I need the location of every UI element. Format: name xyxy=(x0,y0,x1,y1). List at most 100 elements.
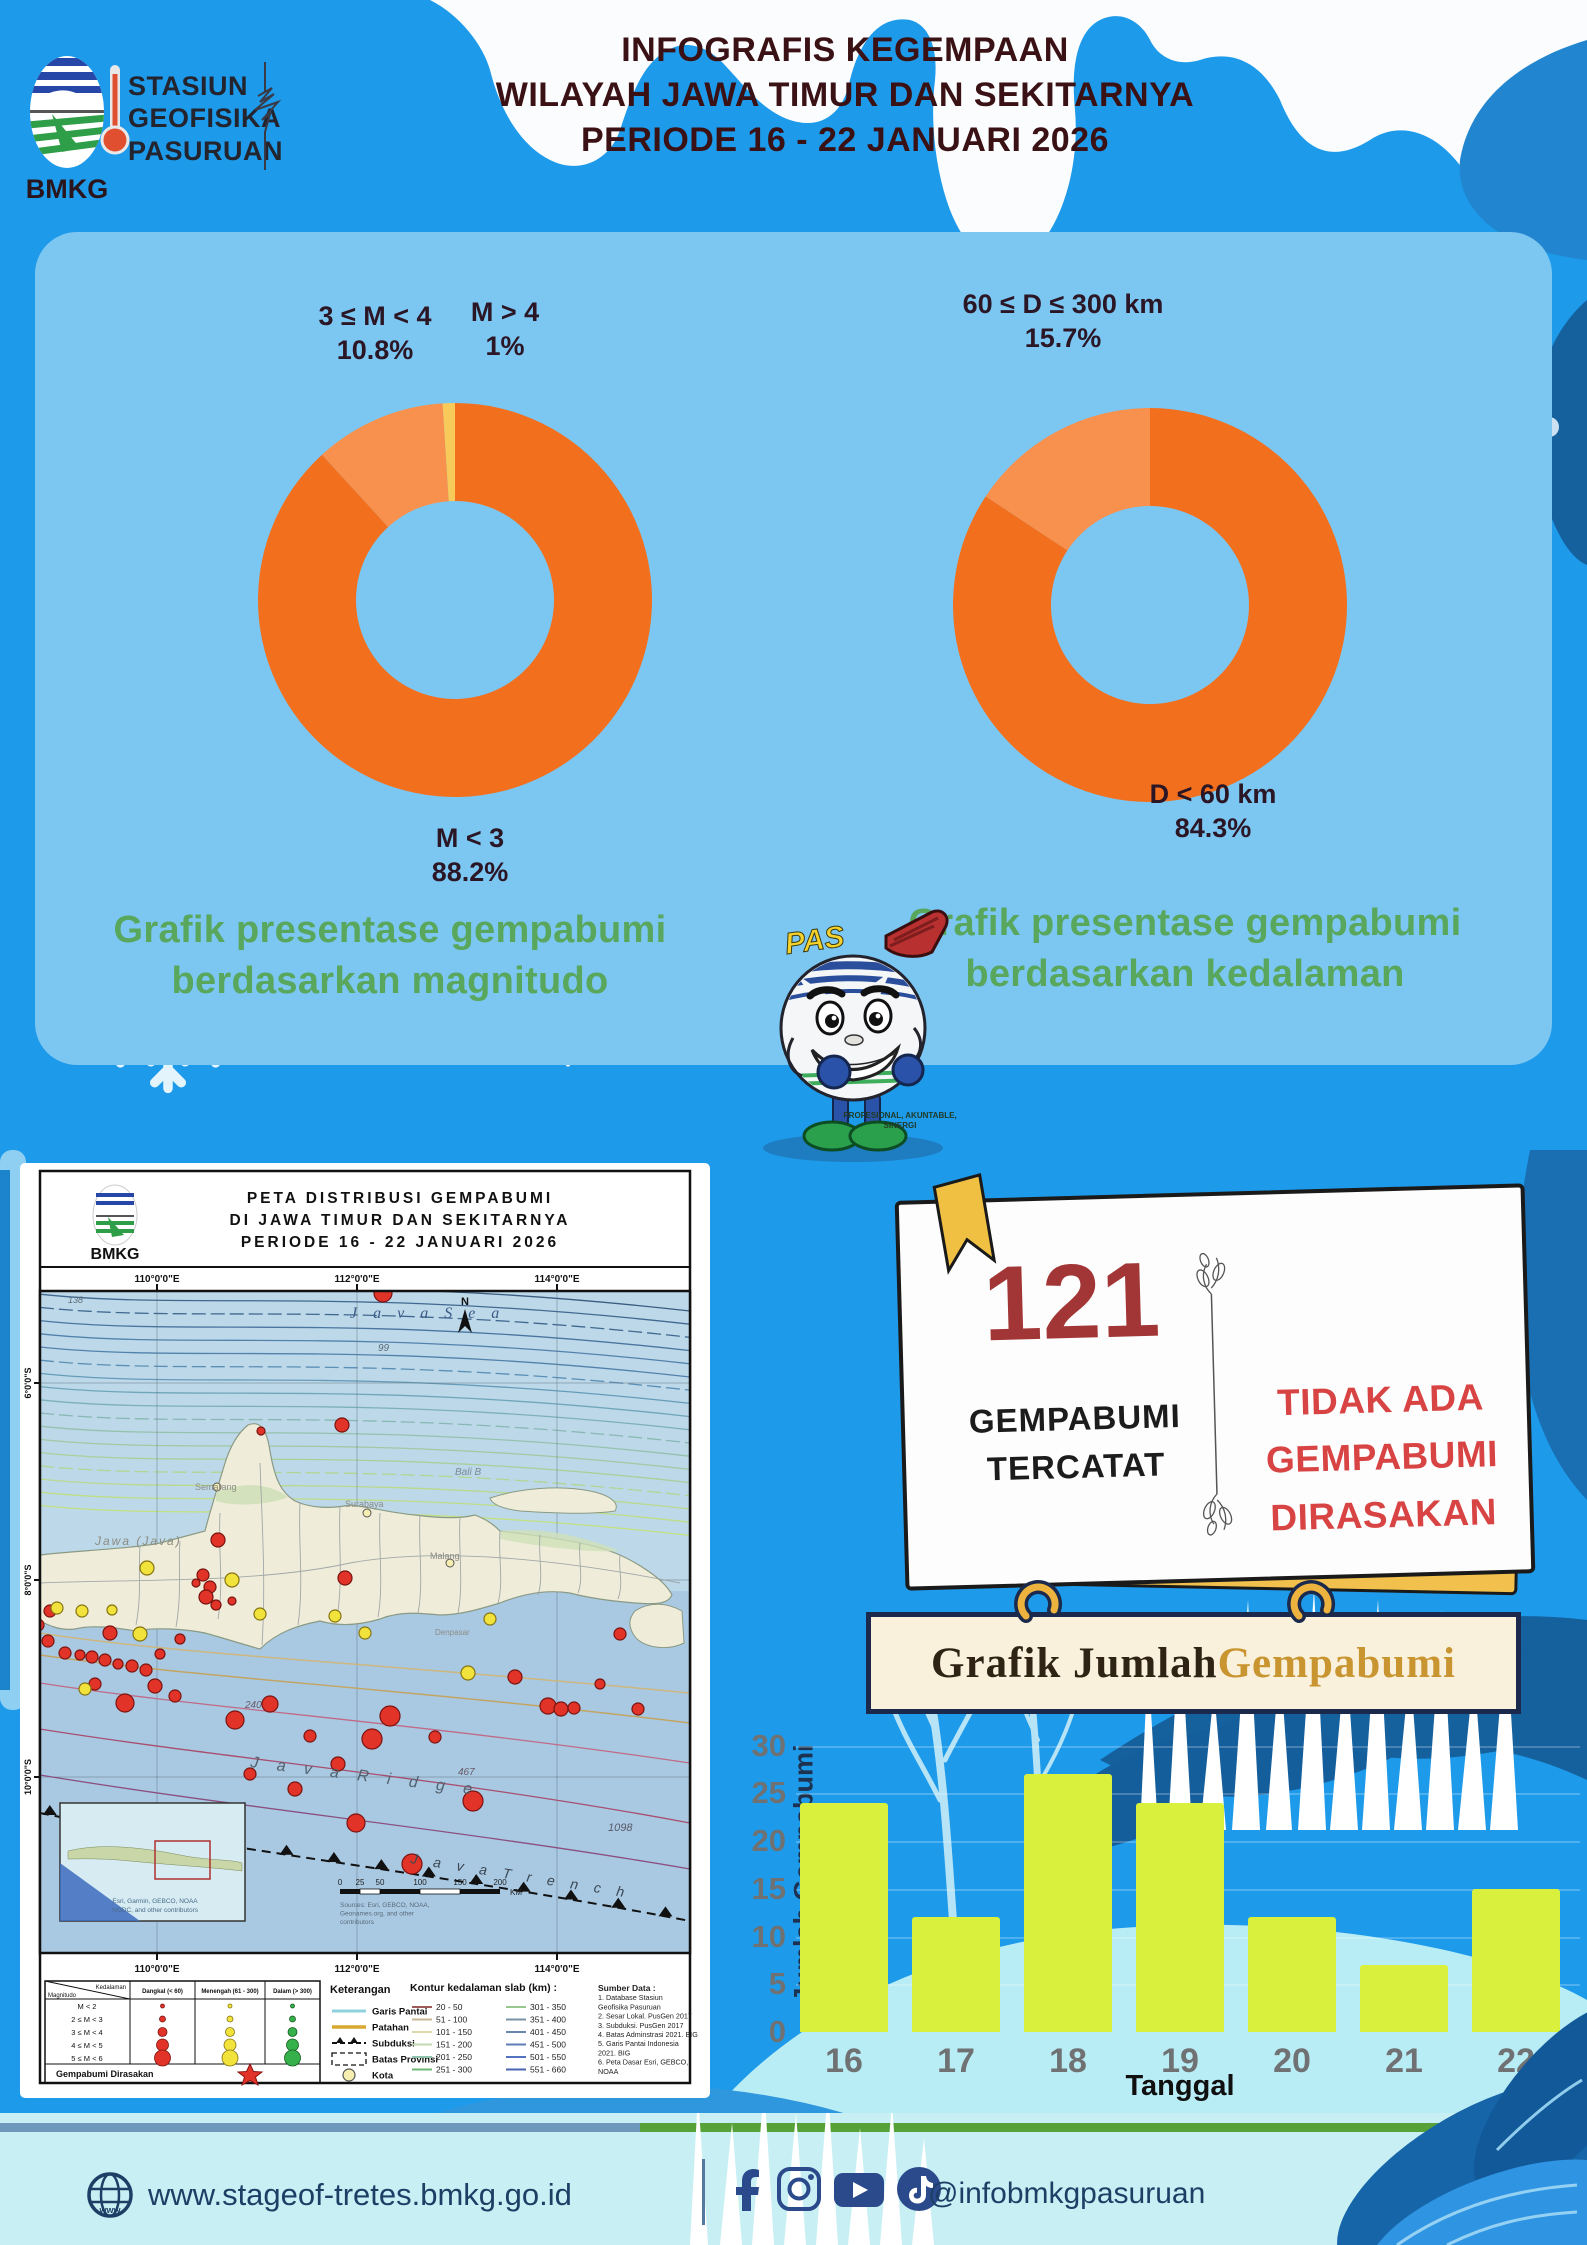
svg-text:Magnitudo: Magnitudo xyxy=(48,1993,77,1999)
city-label: Surabaya xyxy=(345,1499,384,1509)
quake-dot-red xyxy=(125,1659,139,1673)
svg-text:contributors: contributors xyxy=(340,1919,375,1926)
svg-text:KM: KM xyxy=(510,1888,522,1897)
seismogram-icon xyxy=(254,62,282,170)
svg-text:2021. BIG: 2021. BIG xyxy=(598,2048,631,2057)
magnitude-minor-label: M > 4 1% xyxy=(470,297,540,361)
y-tick-label: 10 xyxy=(751,1918,786,1954)
svg-text:551 - 660: 551 - 660 xyxy=(530,2065,566,2075)
lon-label: 114°0'0"E xyxy=(534,1274,579,1285)
basin-label: Bali B xyxy=(455,1467,481,1478)
grass-decor xyxy=(1140,1590,1518,1830)
x-tick-label: 18 xyxy=(1049,2042,1087,2080)
lon-label: 114°0'0"E xyxy=(534,1964,579,1975)
bar-22 xyxy=(1472,1888,1560,2032)
quake-dot-red xyxy=(401,1853,423,1875)
bar-16 xyxy=(800,1802,888,2032)
svg-text:Garis Pantai: Garis Pantai xyxy=(372,2007,427,2018)
banner-hook-right xyxy=(1287,1580,1336,1623)
mascot-motto-2: SINERGI xyxy=(884,1121,917,1130)
y-tick-label: 15 xyxy=(751,1870,786,1906)
quake-dot-red xyxy=(210,1532,226,1548)
leaf-decor xyxy=(1337,2002,1587,2245)
quake-dot-red xyxy=(507,1669,523,1685)
lon-label: 112°0'0"E xyxy=(334,1274,379,1285)
bar-18 xyxy=(1024,1774,1112,2032)
mascot-hat-text: PAS xyxy=(783,920,846,961)
svg-text:351 - 400: 351 - 400 xyxy=(530,2015,566,2025)
svg-text:401 - 450: 401 - 450 xyxy=(530,2027,566,2037)
x-tick-label: 20 xyxy=(1273,2042,1311,2080)
contour-label: 467 xyxy=(458,1767,475,1778)
lon-label: 110°0'0"E xyxy=(134,1964,179,1975)
quake-dot-red xyxy=(98,1653,112,1667)
quake-dot-red xyxy=(191,1578,201,1588)
quake-dot-red xyxy=(287,1781,303,1797)
quake-dot-red xyxy=(168,1689,182,1703)
donut-slice xyxy=(257,403,652,797)
svg-text:Geonames.org, and other: Geonames.org, and other xyxy=(340,1911,415,1918)
map-title-1: PETA DISTRIBUSI GEMPABUMI xyxy=(247,1190,553,1207)
svg-text:Geofisika Pasuruan: Geofisika Pasuruan xyxy=(598,2002,661,2011)
lat-label: 8°0'0"S xyxy=(23,1564,33,1595)
social-handle[interactable]: @infobmkgpasuruan xyxy=(928,2177,1206,2210)
quake-dot-yellow xyxy=(75,1604,89,1618)
banner-text-gold: Gempabumi xyxy=(1217,1639,1456,1687)
svg-text:Esri, Garmin, GEBCO, NOAA: Esri, Garmin, GEBCO, NOAA xyxy=(112,1898,198,1905)
quake-dot-red xyxy=(334,1417,350,1433)
svg-text:201 - 250: 201 - 250 xyxy=(436,2052,472,2062)
quake-dot-red xyxy=(243,1767,257,1781)
bar-20 xyxy=(1248,1917,1336,2032)
bar-21 xyxy=(1360,1965,1448,2032)
quake-dot-yellow xyxy=(460,1665,476,1681)
north-arrow: N xyxy=(461,1296,469,1308)
tiktok-icon[interactable] xyxy=(895,2165,943,2213)
quake-dot-yellow xyxy=(253,1607,267,1621)
quake-dot-yellow xyxy=(78,1682,92,1696)
bar-17 xyxy=(912,1917,1000,2032)
quake-count-caption-2: TERCATAT xyxy=(986,1445,1166,1488)
svg-text:Patahan: Patahan xyxy=(372,2023,409,2034)
svg-text:51 - 100: 51 - 100 xyxy=(436,2015,467,2025)
leaf-divider xyxy=(1196,1252,1233,1536)
svg-text:150: 150 xyxy=(453,1878,467,1887)
svg-text:251 - 300: 251 - 300 xyxy=(436,2065,472,2075)
x-tick-label: 16 xyxy=(825,2042,863,2080)
svg-text:4. Batas Adminstrasi 2021. BIG: 4. Batas Adminstrasi 2021. BIG xyxy=(598,2030,698,2039)
y-tick-label: 20 xyxy=(751,1823,786,1858)
website-link[interactable]: www.stageof-tretes.bmkg.go.id xyxy=(148,2177,572,2212)
map-legend: Keterangan Kontur kedalaman slab (km) : … xyxy=(44,1980,698,2087)
quake-dot-red xyxy=(337,1570,353,1586)
magnitude-major-label: M < 3 88.2% xyxy=(431,823,509,887)
contour-label: 138 xyxy=(68,1295,83,1305)
gridline xyxy=(796,1793,1580,1796)
quake-dot-red xyxy=(147,1678,163,1694)
quake-dot-red xyxy=(428,1730,442,1744)
svg-text:50: 50 xyxy=(376,1878,385,1887)
summary-card: 121 GEMPABUMI TERCATAT TIDAK ADA GEMPABU… xyxy=(894,1183,1536,1591)
depth-major-label: D < 60 km 84.3% xyxy=(1149,779,1277,843)
facebook-icon[interactable] xyxy=(728,2165,768,2213)
youtube-icon[interactable] xyxy=(832,2165,886,2213)
quake-dot-yellow xyxy=(50,1601,64,1615)
gridline xyxy=(796,1745,1580,1748)
quake-dot-red xyxy=(261,1695,279,1713)
svg-text:100: 100 xyxy=(413,1878,427,1887)
svg-text:Kota: Kota xyxy=(372,2071,394,2082)
footer-line-left xyxy=(0,2123,640,2132)
y-tick-label: 30 xyxy=(751,1727,786,1763)
inset-map: Esri, Garmin, GEBCO, NOAA NGDC, and othe… xyxy=(59,1802,246,1922)
mascot: PAS PROFESIONAL, AKUNTABLE, SINERGI xyxy=(763,909,957,1162)
distribution-map: BMKG PETA DISTRIBUSI GEMPABUMI DI JAWA T… xyxy=(20,1163,710,2098)
map-title-2: DI JAWA TIMUR DAN SEKITARNYA xyxy=(230,1212,571,1229)
donut-slice xyxy=(442,403,455,502)
quake-dot-yellow xyxy=(483,1612,497,1626)
footer-line-right xyxy=(640,2123,1587,2132)
map-title-3: PERIODE 16 - 22 JANUARI 2026 xyxy=(241,1234,559,1251)
instagram-icon[interactable] xyxy=(775,2165,823,2213)
svg-text:NOAA: NOAA xyxy=(598,2067,619,2076)
mountain-shape xyxy=(430,0,1587,264)
svg-text:Kontur kedalaman slab (km) :: Kontur kedalaman slab (km) : xyxy=(410,1982,557,1994)
map-logo-icon xyxy=(96,1193,134,1237)
globe-icon: www xyxy=(87,2172,133,2218)
